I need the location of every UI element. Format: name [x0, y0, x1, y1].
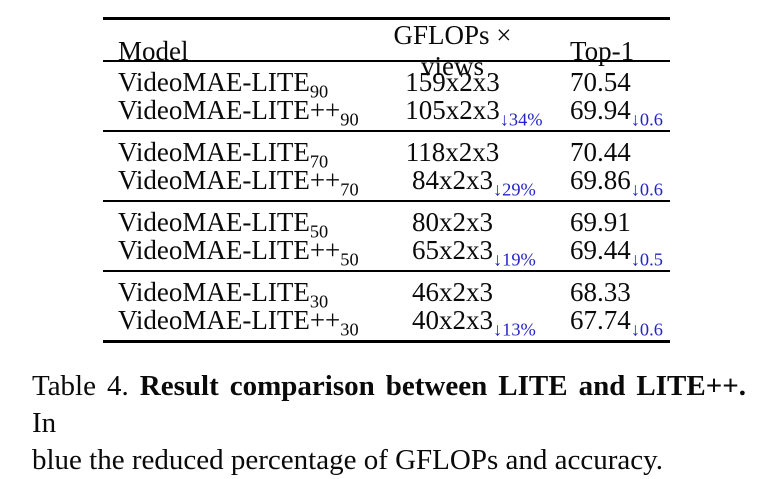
table-row: VideoMAE-LITE++90 105x2x3↓34% 69.94↓0.6	[103, 95, 670, 129]
model-subscript: 50	[309, 221, 329, 242]
gflops-cell: 65x2x3↓19%	[360, 235, 545, 269]
table-row: VideoMAE-LITE++70 84x2x3↓29% 69.86↓0.6	[103, 165, 670, 199]
gflops-value: 65x2x3	[412, 235, 493, 265]
gflops-cell: 40x2x3↓13%	[360, 305, 545, 339]
top1-cell: 68.33	[545, 278, 670, 306]
top1-value: 69.91	[570, 207, 631, 237]
model-cell: VideoMAE-LITE30	[103, 277, 360, 311]
top1-drop-annotation: ↓0.5	[630, 249, 663, 270]
model-cell: VideoMAE-LITE70	[103, 137, 360, 171]
table-top-rule	[103, 17, 670, 20]
gflops-value: 105x2x3	[405, 95, 500, 125]
table-row: VideoMAE-LITE90 159x2x3 70.54	[103, 67, 670, 101]
model-cell: VideoMAE-LITE++90	[103, 95, 360, 129]
gflops-drop-annotation: ↓19%	[493, 249, 536, 270]
model-cell: VideoMAE-LITE++30	[103, 305, 360, 339]
model-subscript: 30	[309, 291, 329, 312]
top1-cell: 69.91	[545, 208, 670, 236]
table-group-70: VideoMAE-LITE70 118x2x3 70.44 VideoMAE-L…	[103, 132, 670, 200]
top1-cell: 69.94↓0.6	[545, 95, 670, 129]
gflops-cell: 80x2x3	[360, 208, 545, 236]
top1-cell: 69.44↓0.5	[545, 235, 670, 269]
model-cell: VideoMAE-LITE50	[103, 207, 360, 241]
model-name: VideoMAE-LITE	[118, 277, 310, 307]
model-subscript: 90	[340, 109, 359, 130]
model-name: VideoMAE-LITE++	[118, 165, 341, 195]
top1-drop-annotation: ↓0.6	[630, 319, 663, 340]
model-subscript: 70	[340, 179, 359, 200]
model-name: VideoMAE-LITE	[118, 207, 310, 237]
caption-line-2: blue the reduced percentage of GFLOPs an…	[32, 444, 664, 476]
table-group-divider	[103, 200, 670, 202]
gflops-value: 118x2x3	[405, 137, 500, 167]
top1-value: 67.74	[570, 305, 631, 335]
gflops-cell: 159x2x3	[360, 68, 545, 96]
gflops-value: 46x2x3	[412, 277, 493, 307]
table-row: VideoMAE-LITE50 80x2x3 69.91	[103, 207, 670, 241]
top1-value: 68.33	[570, 277, 631, 307]
table-group-divider	[103, 130, 670, 132]
top1-cell: 70.44	[545, 138, 670, 166]
top1-value: 70.44	[570, 137, 631, 167]
caption-label: Table 4.	[32, 370, 129, 402]
gflops-value: 40x2x3	[412, 305, 493, 335]
model-cell: VideoMAE-LITE++70	[103, 165, 360, 199]
caption-line-1: Table 4. Result comparison between LITE …	[32, 368, 746, 442]
model-subscript: 70	[309, 151, 329, 172]
table-header-row: Model GFLOPs × views Top-1	[103, 20, 670, 81]
top1-drop-annotation: ↓0.6	[630, 179, 663, 200]
top1-cell: 70.54	[545, 68, 670, 96]
gflops-cell: 118x2x3	[360, 138, 545, 166]
top1-cell: 67.74↓0.6	[545, 305, 670, 339]
top1-cell: 69.86↓0.6	[545, 165, 670, 199]
model-subscript: 50	[340, 249, 359, 270]
model-name: VideoMAE-LITE++	[118, 235, 341, 265]
table-caption: Table 4. Result comparison between LITE …	[32, 368, 746, 479]
caption-line1-tail: In	[32, 407, 57, 439]
column-header-gflops-views: GFLOPs × views	[393, 20, 512, 81]
top1-value: 69.44	[570, 235, 631, 265]
table-group-90: VideoMAE-LITE90 159x2x3 70.54 VideoMAE-L…	[103, 62, 670, 130]
gflops-drop-annotation: ↓13%	[493, 319, 536, 340]
model-subscript: 30	[340, 319, 359, 340]
table-row: VideoMAE-LITE++50 65x2x3↓19% 69.44↓0.5	[103, 235, 670, 269]
gflops-cell: 46x2x3	[360, 278, 545, 306]
model-name: VideoMAE-LITE++	[118, 305, 341, 335]
gflops-value: 159x2x3	[405, 67, 500, 97]
column-header-model: Model	[118, 35, 189, 66]
gflops-value: 80x2x3	[412, 207, 493, 237]
table-group-50: VideoMAE-LITE50 80x2x3 69.91 VideoMAE-LI…	[103, 202, 670, 270]
table-header-rule	[103, 60, 670, 62]
table-group-divider	[103, 270, 670, 272]
top1-value: 69.94	[570, 95, 631, 125]
table-row: VideoMAE-LITE30 46x2x3 68.33	[103, 277, 670, 311]
model-cell: VideoMAE-LITE++50	[103, 235, 360, 269]
model-subscript: 90	[309, 81, 329, 102]
gflops-cell: 105x2x3↓34%	[360, 95, 545, 129]
top1-drop-annotation: ↓0.6	[630, 109, 663, 130]
model-name: VideoMAE-LITE	[118, 67, 310, 97]
top1-value: 70.54	[570, 67, 631, 97]
column-header-top1: Top-1	[570, 35, 635, 66]
model-cell: VideoMAE-LITE90	[103, 67, 360, 101]
gflops-drop-annotation: ↓34%	[499, 109, 543, 130]
model-name: VideoMAE-LITE	[118, 137, 310, 167]
gflops-drop-annotation: ↓29%	[493, 179, 536, 200]
table-bottom-rule	[103, 340, 670, 343]
table-group-30: VideoMAE-LITE30 46x2x3 68.33 VideoMAE-LI…	[103, 272, 670, 340]
results-table: Model GFLOPs × views Top-1 VideoMAE-LITE…	[103, 17, 670, 343]
top1-value: 69.86	[570, 165, 631, 195]
table-row: VideoMAE-LITE70 118x2x3 70.44	[103, 137, 670, 171]
gflops-value: 84x2x3	[412, 165, 493, 195]
table-row: VideoMAE-LITE++30 40x2x3↓13% 67.74↓0.6	[103, 305, 670, 339]
model-name: VideoMAE-LITE++	[118, 95, 341, 125]
caption-title: Result comparison between LITE and LITE+…	[139, 370, 746, 402]
gflops-cell: 84x2x3↓29%	[360, 165, 545, 199]
